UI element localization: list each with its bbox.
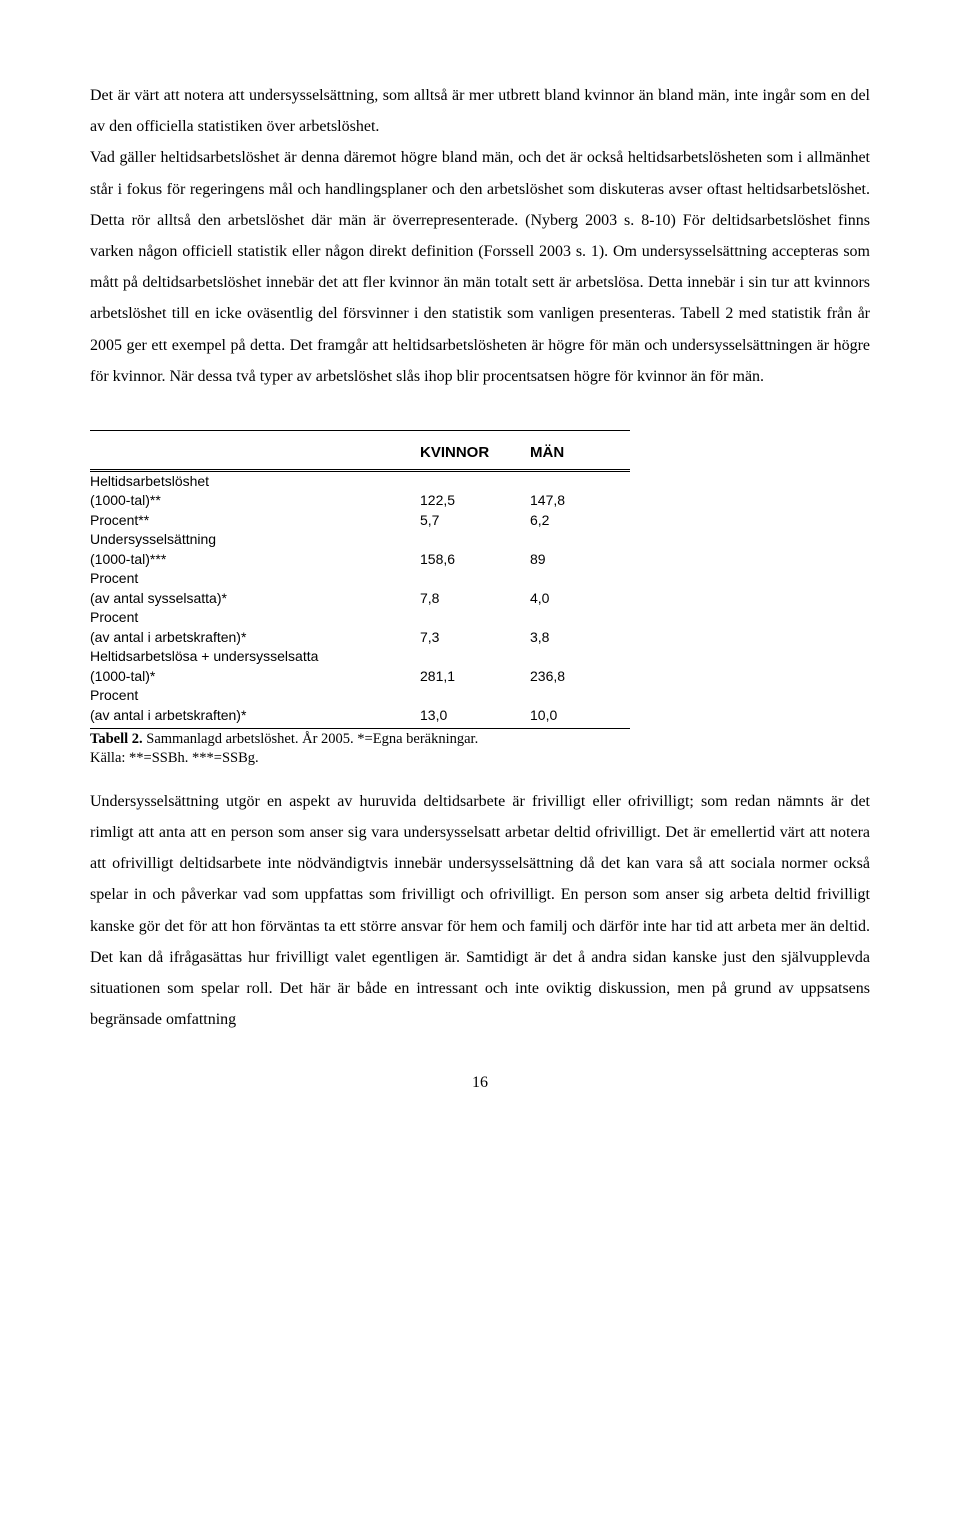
- table-bottom-rule: [90, 728, 630, 729]
- table-top-rule: [90, 430, 630, 431]
- table-row: Procent: [90, 569, 610, 589]
- table-row: Procent: [90, 608, 610, 628]
- table-cell-label: (1000-tal)**: [90, 491, 420, 511]
- table-header-row: KVINNOR MÄN: [90, 443, 610, 466]
- table-row: (1000-tal)**122,5147,8: [90, 491, 610, 511]
- table-row: Heltidsarbetslöshet: [90, 472, 610, 492]
- table-cell-label: (1000-tal)***: [90, 550, 420, 570]
- table-header-rule-1: [90, 469, 630, 470]
- table-row: (1000-tal)***158,689: [90, 550, 610, 570]
- table-caption-text: Sammanlagd arbetslöshet. År 2005. *=Egna…: [143, 731, 479, 747]
- table-cell-kvinnor: 122,5: [420, 491, 530, 511]
- table-row: Undersysselsättning: [90, 530, 610, 550]
- unemployment-table-body: Heltidsarbetslöshet(1000-tal)**122,5147,…: [90, 472, 610, 726]
- table-cell-label: Procent: [90, 686, 420, 706]
- table-caption: Tabell 2. Sammanlagd arbetslöshet. År 20…: [90, 730, 870, 768]
- unemployment-table: KVINNOR MÄN: [90, 443, 610, 466]
- table-cell-kvinnor: 7,3: [420, 628, 530, 648]
- table-row: Procent**5,76,2: [90, 511, 610, 531]
- table-cell-kvinnor: 158,6: [420, 550, 530, 570]
- spacer: [90, 392, 870, 430]
- table-cell-man: 6,2: [530, 511, 610, 531]
- page-number: 16: [90, 1075, 870, 1091]
- table-cell-label: (av antal i arbetskraften)*: [90, 706, 420, 726]
- table-cell-man: 147,8: [530, 491, 610, 511]
- table-row: (1000-tal)*281,1236,8: [90, 667, 610, 687]
- table-cell-man: 4,0: [530, 589, 610, 609]
- table-cell-kvinnor: [420, 608, 530, 628]
- table-cell-man: 3,8: [530, 628, 610, 648]
- table-header-man: MÄN: [530, 443, 610, 466]
- table-row: Procent: [90, 686, 610, 706]
- table-cell-man: [530, 569, 610, 589]
- table-cell-label: Procent**: [90, 511, 420, 531]
- table-cell-kvinnor: [420, 472, 530, 492]
- table-cell-label: Procent: [90, 569, 420, 589]
- table-cell-man: 236,8: [530, 667, 610, 687]
- table-cell-label: Procent: [90, 608, 420, 628]
- table-cell-kvinnor: [420, 686, 530, 706]
- table-header-kvinnor: KVINNOR: [420, 443, 530, 466]
- table-cell-label: Undersysselsättning: [90, 530, 420, 550]
- table-cell-kvinnor: [420, 647, 530, 667]
- table-cell-kvinnor: 13,0: [420, 706, 530, 726]
- table-cell-man: [530, 472, 610, 492]
- table-cell-kvinnor: [420, 530, 530, 550]
- table-cell-man: 89: [530, 550, 610, 570]
- table-cell-kvinnor: 5,7: [420, 511, 530, 531]
- table-cell-kvinnor: [420, 569, 530, 589]
- table-cell-kvinnor: 7,8: [420, 589, 530, 609]
- table-cell-label: Heltidsarbetslöshet: [90, 472, 420, 492]
- table-row: (av antal i arbetskraften)*13,010,0: [90, 706, 610, 726]
- table-cell-label: (av antal sysselsatta)*: [90, 589, 420, 609]
- table-cell-man: [530, 608, 610, 628]
- table-cell-man: [530, 530, 610, 550]
- table-cell-kvinnor: 281,1: [420, 667, 530, 687]
- table-cell-man: [530, 686, 610, 706]
- table-cell-label: (av antal i arbetskraften)*: [90, 628, 420, 648]
- table-cell-label: Heltidsarbetslösa + undersysselsatta: [90, 647, 420, 667]
- paragraph-intro: Det är värt att notera att undersysselsä…: [90, 80, 870, 142]
- table-cell-label: (1000-tal)*: [90, 667, 420, 687]
- table-caption-source: Källa: **=SSBh. ***=SSBg.: [90, 750, 259, 766]
- table-row: (av antal i arbetskraften)*7,33,8: [90, 628, 610, 648]
- table-cell-man: [530, 647, 610, 667]
- paragraph-body: Vad gäller heltidsarbetslöshet är denna …: [90, 142, 870, 392]
- paragraph-after-table: Undersysselsättning utgör en aspekt av h…: [90, 786, 870, 1036]
- table-row: (av antal sysselsatta)*7,84,0: [90, 589, 610, 609]
- table-row: Heltidsarbetslösa + undersysselsatta: [90, 647, 610, 667]
- table-caption-label: Tabell 2.: [90, 731, 143, 747]
- table-cell-man: 10,0: [530, 706, 610, 726]
- table-header-empty: [90, 443, 420, 466]
